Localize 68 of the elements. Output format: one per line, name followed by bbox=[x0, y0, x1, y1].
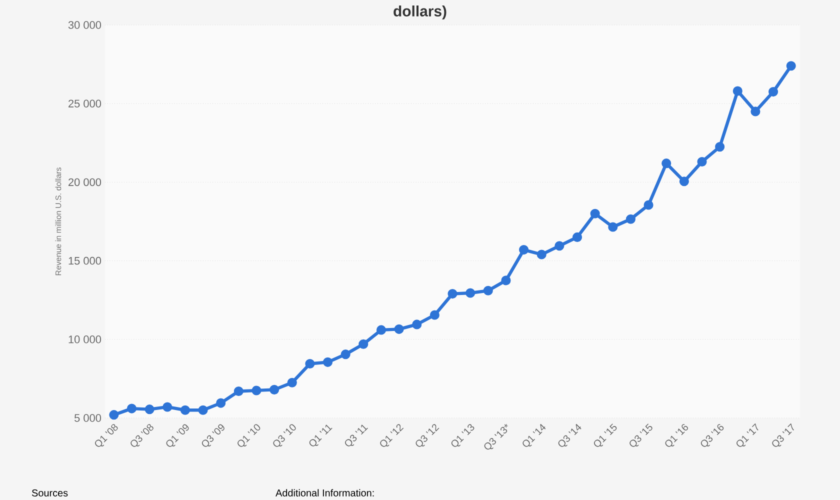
point bbox=[644, 200, 654, 210]
point bbox=[287, 378, 297, 388]
point bbox=[252, 386, 262, 396]
point bbox=[448, 289, 458, 299]
point bbox=[126, 404, 137, 414]
x-tick-label: Q3 '15 bbox=[630, 424, 652, 447]
point bbox=[590, 208, 600, 218]
point bbox=[376, 325, 386, 335]
point bbox=[109, 410, 119, 420]
point bbox=[732, 86, 742, 96]
y-tick-label: 30 000 bbox=[68, 21, 102, 29]
point bbox=[750, 106, 760, 116]
point bbox=[412, 320, 422, 330]
y-tick-label: 15 000 bbox=[68, 256, 102, 265]
x-tick-label: Q1 '09 bbox=[166, 424, 189, 447]
point bbox=[305, 358, 315, 369]
point bbox=[162, 402, 172, 412]
point bbox=[180, 405, 190, 415]
point bbox=[144, 404, 154, 414]
point bbox=[768, 87, 778, 97]
point bbox=[536, 250, 546, 260]
point bbox=[519, 245, 529, 255]
point bbox=[216, 398, 226, 408]
x-tick-label: Q3 '09 bbox=[202, 424, 224, 447]
point bbox=[786, 61, 796, 71]
x-tick-label: Q3 '10 bbox=[273, 424, 296, 447]
point bbox=[483, 286, 493, 296]
x-tick-label: Q3 '08 bbox=[130, 424, 154, 447]
point bbox=[340, 350, 350, 360]
point bbox=[501, 276, 511, 286]
point bbox=[270, 384, 280, 394]
text: Sources bbox=[32, 489, 68, 496]
x-tick-label: Q3 '17 bbox=[772, 423, 794, 447]
x-tick-label: Q1 '11 bbox=[309, 424, 332, 446]
x-tick-label: Q3 '16 bbox=[700, 424, 724, 447]
text: Additional Information: bbox=[276, 489, 374, 496]
x-tick-label: Q1 '14 bbox=[522, 424, 546, 447]
chart-title: dollars) bbox=[394, 6, 446, 20]
x-tick-label: Q3 '13* bbox=[484, 424, 508, 450]
point bbox=[554, 241, 564, 251]
y-tick-label: 20 000 bbox=[68, 178, 102, 186]
point bbox=[358, 339, 368, 349]
point bbox=[608, 222, 618, 232]
y-tick-label: 25 000 bbox=[68, 100, 102, 108]
x-tick-label: Q3 '11 bbox=[345, 424, 368, 446]
point bbox=[572, 232, 582, 242]
x-tick-label: Q1 '13 bbox=[451, 424, 474, 447]
x-tick-label: Q1 '17 bbox=[736, 423, 758, 447]
point bbox=[697, 156, 707, 167]
x-tick-label: Q1 '16 bbox=[665, 424, 688, 447]
point bbox=[662, 158, 672, 168]
x-tick-label: Q1 '12 bbox=[380, 424, 404, 447]
x-tick-label: Q1 '08 bbox=[95, 424, 118, 447]
y-tick-label: 10 000 bbox=[68, 336, 102, 344]
point bbox=[394, 324, 404, 334]
x-tick-label: Q1 '15 bbox=[594, 424, 617, 447]
x-tick-label: Q1 '10 bbox=[238, 424, 260, 447]
point bbox=[234, 386, 244, 396]
point bbox=[466, 288, 476, 298]
point bbox=[679, 176, 689, 186]
y-tick-label: 5 000 bbox=[74, 414, 102, 422]
point bbox=[430, 310, 440, 320]
point bbox=[198, 405, 208, 415]
point bbox=[715, 142, 725, 152]
x-tick-label: Q3 '12 bbox=[416, 424, 440, 447]
point bbox=[322, 357, 333, 367]
point bbox=[626, 214, 636, 224]
x-tick-label: Q3 '14 bbox=[558, 424, 582, 447]
